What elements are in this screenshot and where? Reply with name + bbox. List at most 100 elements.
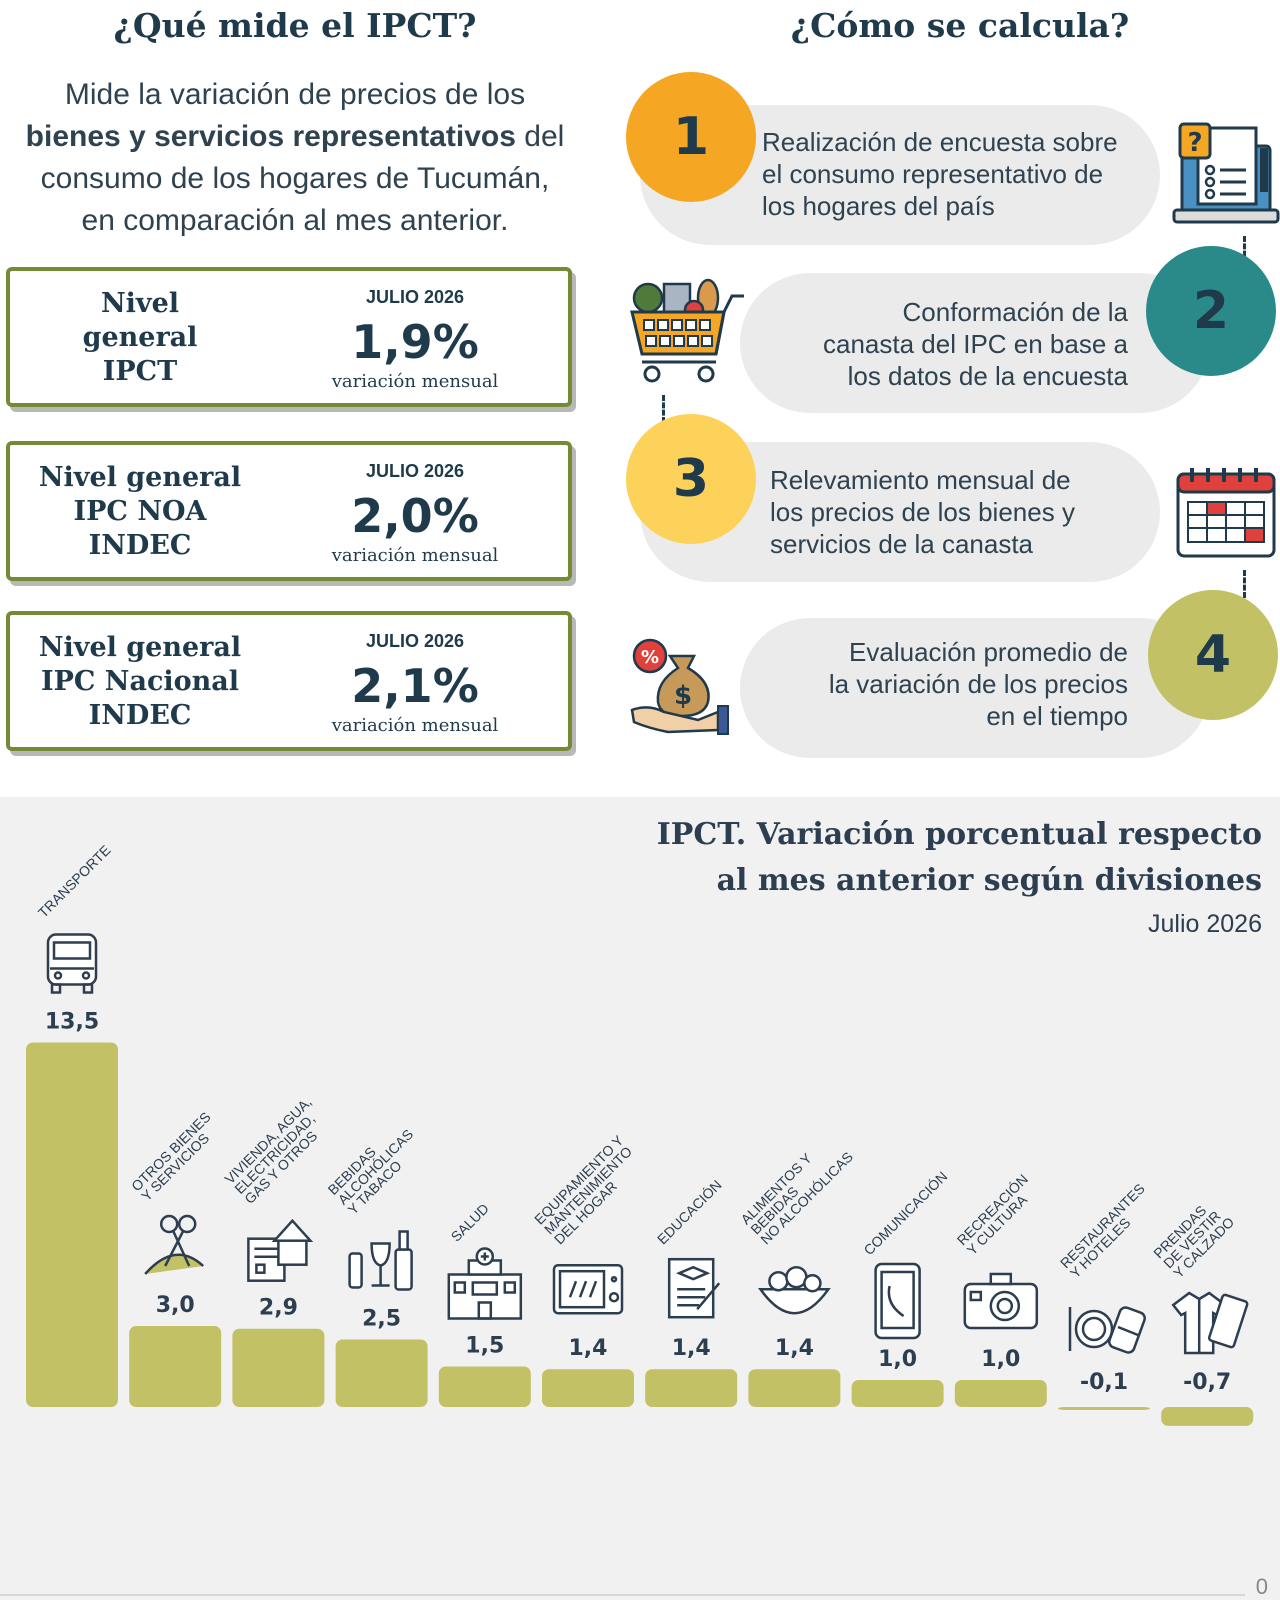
chart-bar [129,1326,222,1407]
calendar-icon [1176,468,1276,558]
card-label: Nivel general IPC NOA INDEC [20,461,260,563]
bar-value-label: 1,0 [981,1347,1020,1372]
category-label-line: RESTAURANTES [1057,1180,1148,1271]
step-2-circle: 2 [1146,246,1276,376]
category-label-line: TRANSPORTE [35,842,114,921]
bar-chart: 13,5 TRANSPORTE 3,0 OTROS BIENESY SERVICIOS… [0,842,1254,1596]
card-ipc-noa: Nivel general IPC NOA INDEC JULIO 2026 2… [6,441,572,581]
phone-icon [874,1262,921,1340]
step-text-line: la variación de los precios [828,669,1128,699]
step-text-line: los hogares del país [762,191,995,221]
bar-value-label: -0,7 [1183,1370,1231,1395]
bus-icon [46,933,98,994]
shopping-cart-icon [630,278,744,383]
step-text-line: Relevamiento mensual de [770,465,1071,495]
card-ipc-nacional: Nivel general IPC Nacional INDEC JULIO 2… [6,611,572,751]
connector-line [662,395,665,423]
card-label-line: INDEC [88,700,192,731]
step-1-circle: 1 [626,72,756,202]
category-label-line: EDUCACIÓN [654,1177,725,1248]
chart-bar [645,1369,738,1407]
chart-subtitle: Julio 2026 [1148,910,1262,938]
step-4-circle: 4 [1148,590,1278,720]
chart-title-line: al mes anterior según divisiones [716,863,1262,898]
bar-value-label: 1,5 [465,1334,504,1359]
category-label: TRANSPORTE [35,842,114,921]
intro-line-2: bienes y servicios representativos del [0,116,590,158]
category-label: BEBIDASALCOHÓLICASY TABACO [325,1116,427,1218]
svg-text:%: % [641,647,659,668]
chart-background [0,797,1280,1600]
dining-luggage-icon [1068,1306,1146,1354]
hospital-icon [447,1247,523,1320]
step-3-text: Relevamiento mensual de los precios de l… [770,464,1150,560]
card-note: variación mensual [331,371,499,392]
chart-bar [542,1369,634,1407]
bar-value-label: 1,4 [569,1336,608,1361]
right-section-title: ¿Cómo se calcula? [790,6,1130,45]
chart-bar [1058,1407,1150,1410]
category-label: VIVIENDA, AGUA,ELECTRICIDAD,GAS Y OTROS [221,1094,334,1207]
step-2-text: Conformación de la canasta del IPC en ba… [760,296,1128,392]
scissors-ribbon-icon [144,1214,205,1275]
house-document-icon [247,1218,314,1282]
chart-bar [232,1328,325,1407]
wine-bottle-icon [348,1230,413,1291]
step-3-circle: 3 [626,414,756,544]
intro-bold: bienes y servicios representativos [25,120,516,153]
card-label-line: INDEC [88,530,192,561]
money-bag-hand-icon: % $ [630,638,729,735]
card-label-line: Nivel general [38,632,242,663]
category-label: OTROS BIENESY SERVICIOS [128,1109,223,1204]
step-text-line: Conformación de la [902,297,1128,327]
category-label: COMUNICACIÓN [860,1168,950,1258]
chart-bar [26,1042,118,1407]
intro-line-1: Mide la variación de precios de los [64,78,526,111]
step-text-line: canasta del IPC en base a [823,329,1128,359]
category-label-line: SALUD [448,1200,492,1244]
card-note: variación mensual [331,715,499,736]
bar-value-label: -0,1 [1080,1370,1128,1395]
category-label-line: MANTENIMIENTO [541,1143,635,1237]
step-text-line: el consumo representativo de [762,159,1104,189]
step-4-pill [740,618,1210,758]
step-4-text: Evaluación promedio de la variación de l… [760,636,1128,732]
connector-line [1243,570,1246,598]
step-text-line: los datos de la encuesta [847,361,1128,391]
bar-value-label: 1,0 [878,1347,917,1372]
intro-after-bold: del [515,120,565,153]
bar-value-label: 2,9 [259,1296,298,1321]
category-label: SALUD [448,1200,492,1244]
category-label: RECREACIÓNY CULTURA [954,1171,1041,1258]
category-label: PRENDASDE VESTIRY CALZADO [1150,1194,1237,1281]
card-label-line: general [82,322,198,353]
step-2-pill [740,273,1210,413]
card-label-line: Nivel [100,288,180,319]
category-label-line: COMUNICACIÓN [860,1168,950,1258]
card-label: Nivel general IPC Nacional INDEC [20,631,260,733]
bar-value-label: 2,5 [362,1307,401,1332]
card-label-line: IPC NOA [73,496,207,527]
step-text-line: los precios de los bienes y [770,497,1075,527]
food-bowl-icon [757,1265,831,1315]
svg-text:?: ? [1187,128,1202,158]
card-value: 2,1% [351,659,479,713]
step-text-line: Realización de encuesta sobre [762,127,1118,157]
diploma-icon [667,1257,721,1319]
camera-icon [963,1272,1039,1330]
card-label-line: Nivel general [38,462,242,493]
chart-bar [954,1380,1047,1407]
card-label-line: IPC Nacional [40,666,240,697]
survey-laptop-icon: ? [1172,122,1280,224]
step-text-line: Evaluación promedio de [849,637,1128,667]
bar-value-label: 13,5 [45,1010,99,1035]
chart-title-line: IPCT. Variación porcentual respecto [656,817,1262,852]
step-1-text: Realización de encuesta sobre el consumo… [762,126,1152,222]
step-text-line: en el tiempo [986,701,1128,731]
card-note: variación mensual [331,545,499,566]
category-label: RESTAURANTESY HOTELES [1057,1180,1158,1281]
intro-line-3: consumo de los hogares de Tucumán, [40,162,550,195]
card-value: 2,0% [351,489,479,543]
card-value: 1,9% [351,315,479,369]
bar-value-label: 1,4 [672,1336,711,1361]
